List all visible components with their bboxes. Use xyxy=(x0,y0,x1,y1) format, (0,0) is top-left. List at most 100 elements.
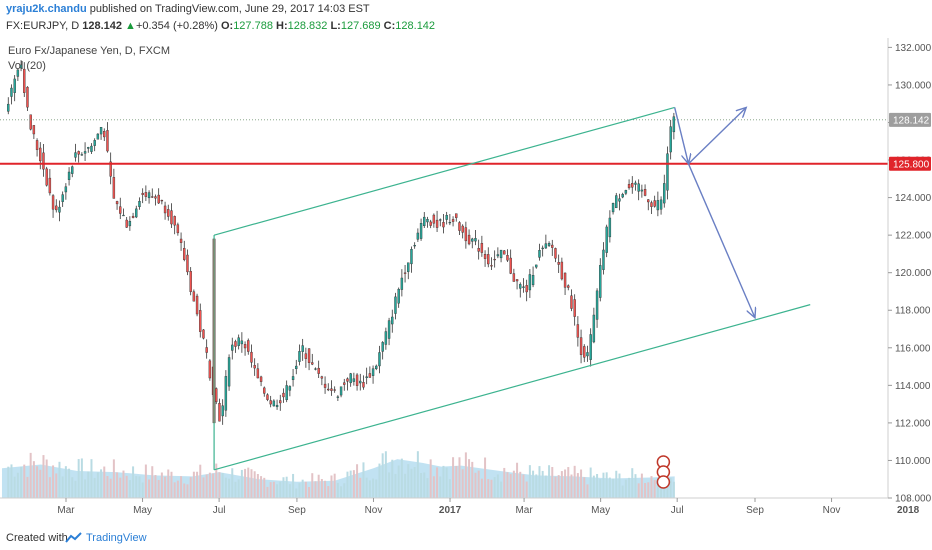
volume-bar xyxy=(512,470,515,498)
candle xyxy=(653,195,656,208)
candle xyxy=(202,328,205,340)
time-tick-label: Sep xyxy=(746,505,764,516)
candle xyxy=(183,240,186,262)
footer: Created with TradingView xyxy=(0,526,932,550)
volume-bar xyxy=(276,484,279,498)
candle xyxy=(250,344,253,368)
volume-bar xyxy=(410,468,413,498)
open-label: O: xyxy=(220,20,234,32)
volume-bar xyxy=(125,475,128,498)
candle xyxy=(586,345,589,362)
candle xyxy=(403,264,407,283)
volume-bar xyxy=(36,466,39,498)
candle xyxy=(93,138,96,152)
volume-bar xyxy=(77,459,80,498)
volume-bar xyxy=(173,482,176,498)
candle xyxy=(311,353,314,366)
candle xyxy=(327,383,330,392)
volume-bar xyxy=(541,470,544,498)
candle xyxy=(19,60,23,72)
close-value: 128.142 xyxy=(395,20,436,32)
candle xyxy=(122,208,125,217)
candle xyxy=(131,212,135,219)
volume-layer xyxy=(1,451,675,498)
price-tick-label: 122.000 xyxy=(895,231,932,242)
volume-bar xyxy=(250,469,253,498)
volume-bar xyxy=(394,473,397,498)
candle xyxy=(432,213,436,228)
candle xyxy=(355,373,359,391)
candle xyxy=(240,332,244,353)
volume-bar xyxy=(346,471,349,498)
candle xyxy=(279,394,282,411)
time-tick-label: Jul xyxy=(671,505,684,516)
price-tick-label: 116.000 xyxy=(895,343,931,354)
price-tick-label: 130.000 xyxy=(895,80,932,91)
volume-bar xyxy=(157,479,160,498)
time-tick-label: 2018 xyxy=(897,505,920,516)
volume-bar xyxy=(388,472,391,498)
volume-bar xyxy=(314,481,317,498)
candle xyxy=(167,204,170,221)
volume-bar xyxy=(237,479,240,498)
created-with-text: Created with xyxy=(6,532,68,544)
candle xyxy=(99,126,103,140)
volume-bar xyxy=(538,466,541,498)
volume-bar xyxy=(84,479,87,498)
author-link[interactable]: yraju2k.chandu xyxy=(6,3,87,15)
volume-bar xyxy=(317,474,320,498)
price-tick-label: 114.000 xyxy=(895,381,931,392)
volume-bar xyxy=(144,464,147,498)
candle xyxy=(605,224,608,258)
candle xyxy=(208,359,212,381)
volume-bar xyxy=(618,473,621,498)
candle xyxy=(499,249,503,263)
time-tick-label: Sep xyxy=(288,505,306,516)
candle xyxy=(195,293,199,317)
volume-bar xyxy=(445,467,448,498)
candle xyxy=(67,167,71,186)
price-tick-label: 124.000 xyxy=(895,193,932,204)
volume-bar xyxy=(10,464,13,498)
candle xyxy=(352,372,356,386)
tradingview-link[interactable]: TradingView xyxy=(86,532,147,544)
volume-bar xyxy=(637,483,640,498)
candle xyxy=(215,387,218,405)
volume-bar xyxy=(420,472,423,498)
price-tick-label: 110.000 xyxy=(895,456,931,467)
candle xyxy=(512,268,516,282)
candle xyxy=(400,269,404,297)
volume-bar xyxy=(109,478,112,498)
volume-bar xyxy=(400,458,403,498)
volume-bar xyxy=(48,477,51,498)
volume-bar xyxy=(554,476,557,498)
volume-bar xyxy=(311,473,314,498)
candle xyxy=(362,375,365,390)
candle xyxy=(87,146,90,153)
volume-bar xyxy=(448,479,451,498)
candle xyxy=(515,279,519,290)
volume-bar xyxy=(480,478,483,498)
candle xyxy=(90,143,93,154)
volume-bar xyxy=(640,473,643,498)
volume-bar xyxy=(208,472,211,498)
candle xyxy=(656,191,660,217)
volume-bar xyxy=(564,469,567,498)
time-tick-label: May xyxy=(591,505,610,516)
open-value: 127.788 xyxy=(233,20,273,32)
volume-bar xyxy=(560,471,563,498)
price-chart[interactable]: 132.000130.000128.000126.000124.000122.0… xyxy=(0,38,932,526)
candle xyxy=(410,246,413,273)
volume-bar xyxy=(45,459,48,498)
candle xyxy=(157,188,160,205)
candle xyxy=(301,338,304,361)
candle xyxy=(663,174,666,208)
time-tick-label: Jul xyxy=(213,505,226,516)
candle xyxy=(471,237,474,249)
candle xyxy=(621,192,624,199)
candle xyxy=(391,309,394,333)
candle xyxy=(503,250,506,255)
volume-bar xyxy=(164,476,167,498)
volume-bar xyxy=(352,470,355,498)
volume-bar xyxy=(154,475,157,498)
